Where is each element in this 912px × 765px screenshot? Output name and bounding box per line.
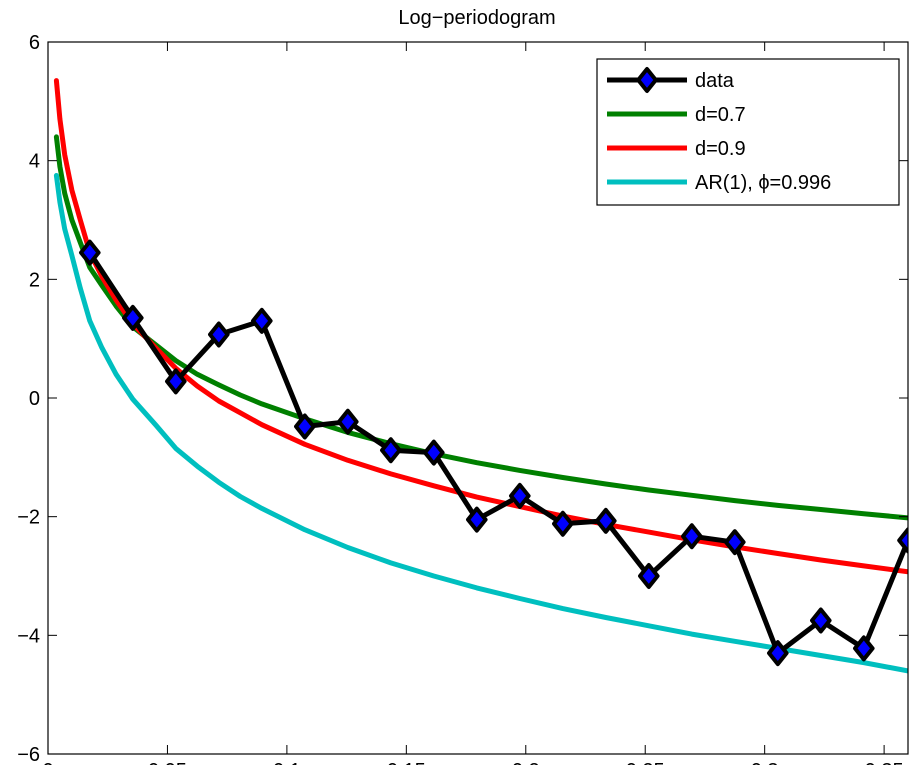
data-point-marker: [853, 635, 875, 662]
plot-area: [53, 78, 908, 674]
data-point-marker: [552, 510, 574, 537]
legend-marker-0: [636, 67, 658, 93]
legend-label-3: AR(1), ϕ=0.996: [695, 172, 831, 194]
data-point-marker: [509, 482, 531, 509]
data-point-marker: [724, 529, 746, 556]
data-point-marker: [595, 507, 617, 534]
x-tick-label: 0.3: [751, 760, 779, 765]
x-tick-label: 0.25: [626, 760, 665, 765]
data-point-marker: [810, 607, 832, 634]
x-tick-label: 0.35: [865, 760, 904, 765]
y-tick-label: −6: [17, 744, 40, 765]
data-point-marker: [165, 368, 187, 395]
legend-label-2: d=0.9: [695, 138, 746, 160]
y-tick-label: −4: [17, 625, 40, 647]
data-point-marker: [638, 563, 660, 589]
y-tick-label: 4: [29, 151, 40, 173]
data-point-marker: [294, 413, 316, 440]
x-tick-label: 0: [42, 760, 53, 765]
data-point-marker: [337, 408, 359, 435]
data-point-marker: [208, 321, 230, 348]
y-tick-label: −2: [17, 507, 40, 529]
data-point-marker: [466, 506, 488, 533]
data-point-marker: [251, 307, 273, 334]
y-tick-label: 0: [29, 388, 40, 410]
data-point-marker: [79, 239, 101, 266]
legend-label-1: d=0.7: [695, 104, 746, 126]
x-tick-label: 0.1: [273, 760, 301, 765]
y-tick-label: 6: [29, 32, 40, 54]
data-point-marker: [897, 527, 908, 554]
chart-title: Log−periodogram: [398, 7, 555, 29]
legend: data d=0.7 d=0.9 AR(1), ϕ=0.996: [596, 58, 900, 206]
series-line-3: [53, 173, 908, 674]
x-tick-label: 0.2: [512, 760, 540, 765]
legend-label-0: data: [695, 70, 735, 92]
data-point-marker: [681, 523, 703, 550]
data-point-marker: [423, 439, 445, 466]
data-point-marker: [767, 640, 789, 667]
y-tick-label: 2: [29, 269, 40, 291]
data-point-marker: [122, 304, 144, 331]
axes: 0 0.05 0.1 0.15 0.2 0.25 0.3 0.35 −6 −4 −2 0 2 4 6: [17, 32, 909, 765]
x-tick-label: 0.15: [387, 760, 426, 765]
data-point-marker: [380, 437, 402, 464]
x-tick-label: 0.05: [148, 760, 187, 765]
